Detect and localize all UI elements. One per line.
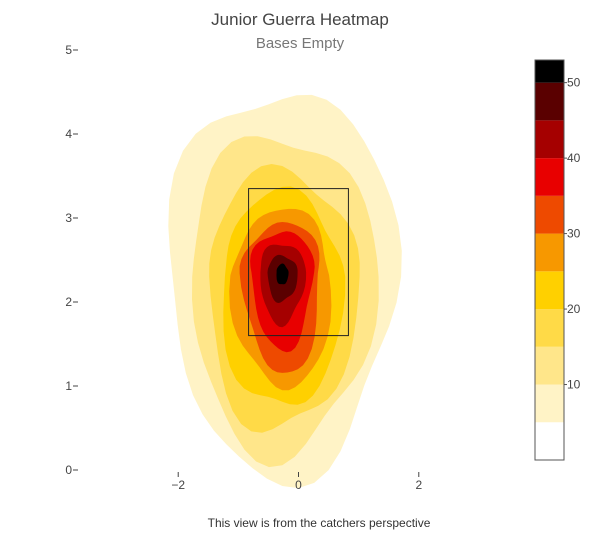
heatmap-contours xyxy=(168,94,402,489)
colorbar xyxy=(534,59,565,461)
colorbar-ticks: 10 20 30 40 50 xyxy=(564,76,581,392)
contour-level-50 xyxy=(276,263,289,285)
colorbar-band xyxy=(535,82,564,121)
y-tick-label: 2 xyxy=(65,295,72,309)
colorbar-band xyxy=(535,384,564,423)
colorbar-band xyxy=(535,60,564,83)
colorbar-band xyxy=(535,309,564,347)
colorbar-band xyxy=(535,346,564,385)
y-axis: 0 1 2 3 4 5 xyxy=(65,43,78,477)
strike-zone xyxy=(248,188,349,337)
y-tick-label: 4 xyxy=(65,127,72,141)
colorbar-frame xyxy=(534,59,565,461)
x-axis: −2 0 2 xyxy=(171,472,422,492)
y-tick-label: 1 xyxy=(65,379,72,393)
colorbar-band xyxy=(535,422,564,460)
colorbar-tick-label: 30 xyxy=(567,227,581,241)
x-tick-label: −2 xyxy=(171,478,185,492)
colorbar-tick-label: 50 xyxy=(567,76,581,90)
colorbar-band xyxy=(535,158,564,196)
chart-subtitle: Bases Empty xyxy=(256,35,345,52)
colorbar-tick-label: 10 xyxy=(567,378,581,392)
chart-title: Junior Guerra Heatmap xyxy=(211,10,389,29)
y-tick-label: 5 xyxy=(65,43,72,57)
y-tick-label: 0 xyxy=(65,463,72,477)
x-tick-label: 0 xyxy=(295,478,302,492)
colorbar-tick-label: 20 xyxy=(567,302,581,316)
colorbar-band xyxy=(535,233,564,272)
x-tick-label: 2 xyxy=(415,478,422,492)
colorbar-tick-label: 40 xyxy=(567,151,581,165)
colorbar-band xyxy=(535,271,564,310)
colorbar-band xyxy=(535,195,564,234)
y-tick-label: 3 xyxy=(65,211,72,225)
colorbar-band xyxy=(535,120,564,159)
chart-caption: This view is from the catchers perspecti… xyxy=(208,516,431,530)
